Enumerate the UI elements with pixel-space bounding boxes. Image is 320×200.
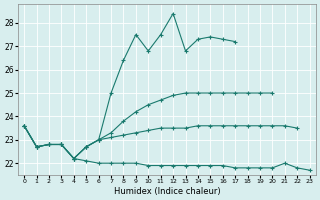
X-axis label: Humidex (Indice chaleur): Humidex (Indice chaleur) (114, 187, 220, 196)
